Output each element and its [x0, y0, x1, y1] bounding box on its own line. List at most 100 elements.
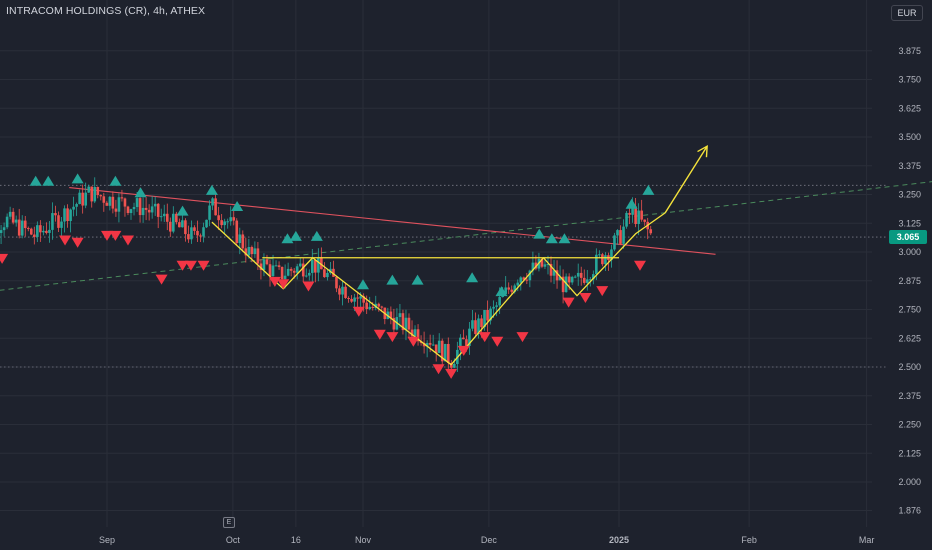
- candle-body: [507, 287, 511, 290]
- sell-signal-triangle: [633, 260, 646, 271]
- candle-body: [549, 263, 553, 276]
- candle-body: [144, 207, 148, 210]
- sell-signal-triangle: [59, 235, 72, 246]
- candle-body: [311, 260, 314, 273]
- candle-body: [555, 270, 559, 281]
- candle-body: [66, 208, 69, 222]
- candle-body: [459, 337, 462, 350]
- candle-body: [356, 297, 359, 299]
- candle-body: [259, 263, 263, 271]
- candle-body: [401, 313, 405, 331]
- candle-body: [510, 289, 514, 292]
- sell-signal-triangle: [176, 260, 189, 271]
- candle-body: [326, 272, 329, 278]
- candle-body: [45, 230, 48, 233]
- candle-body: [0, 230, 3, 233]
- sell-signal-triangle: [101, 230, 113, 241]
- candle-body: [440, 340, 444, 362]
- candle-body: [232, 217, 236, 221]
- candle-body: [377, 303, 381, 307]
- sell-signal-triangle: [596, 286, 609, 297]
- candle-body: [126, 206, 130, 213]
- candle-body: [398, 313, 402, 318]
- sell-signal-triangle: [197, 260, 210, 271]
- projection-arrow: [664, 145, 708, 214]
- candle-body: [60, 221, 63, 228]
- candle-body: [220, 220, 223, 226]
- candle-body: [123, 198, 127, 207]
- candle-body: [561, 276, 565, 293]
- candle-body: [492, 306, 495, 309]
- candle-body: [516, 282, 520, 286]
- candle-body: [304, 275, 308, 277]
- sell-signal-triangle: [478, 332, 491, 343]
- sell-signal-triangle: [71, 237, 84, 248]
- buy-signal-triangle: [545, 233, 558, 244]
- y-tick-label: 2.125: [898, 448, 921, 458]
- candle-body: [72, 206, 75, 210]
- candle-body: [628, 212, 631, 215]
- candle-body: [280, 266, 284, 280]
- sell-signal-triangle: [373, 329, 386, 340]
- candle-body: [616, 230, 619, 236]
- candle-body: [244, 248, 248, 256]
- candle-body: [546, 263, 550, 265]
- candle-body: [271, 265, 275, 277]
- candle-body: [573, 276, 577, 278]
- candle-body: [489, 308, 492, 321]
- x-tick-label: Sep: [99, 535, 115, 545]
- x-tick-label: 2025: [609, 535, 629, 545]
- buy-signal-triangle: [231, 201, 244, 211]
- candle-body: [78, 192, 81, 205]
- candle-body: [141, 207, 145, 216]
- candle-body: [610, 249, 613, 261]
- candle-body: [48, 229, 51, 233]
- earnings-marker[interactable]: E: [223, 517, 235, 528]
- candle-body: [114, 208, 118, 212]
- candle-body: [570, 276, 574, 283]
- candle-body: [428, 342, 432, 345]
- candle-body: [8, 211, 12, 217]
- candle-body: [585, 279, 589, 283]
- candle-body: [262, 259, 266, 271]
- candle-body: [87, 186, 91, 193]
- sell-signal-triangle: [155, 274, 168, 285]
- candle-body: [592, 274, 595, 280]
- buy-signal-triangle: [42, 175, 55, 186]
- candle-body: [443, 343, 447, 362]
- buy-signal-triangle: [134, 187, 147, 198]
- candle-body: [362, 296, 365, 303]
- candle-body: [26, 228, 30, 230]
- buy-signal-triangle: [386, 274, 399, 285]
- candle-body: [17, 219, 21, 236]
- y-tick-label: 2.250: [898, 420, 921, 430]
- candle-body: [643, 219, 646, 222]
- candle-body: [307, 272, 311, 276]
- buy-signal-triangle: [205, 184, 218, 195]
- dashed-trendline: [0, 181, 932, 291]
- sell-signal-triangle: [562, 297, 575, 308]
- candle-body: [531, 262, 535, 271]
- candle-body: [29, 228, 33, 235]
- candle-body: [344, 286, 347, 298]
- candle-body: [558, 276, 562, 281]
- candle-body: [522, 277, 526, 280]
- candle-body: [631, 206, 634, 215]
- candle-body: [335, 276, 338, 289]
- projection-arrow-head: [697, 144, 708, 158]
- candle-body: [495, 305, 498, 307]
- candle-body: [202, 227, 205, 237]
- y-tick-label: 2.750: [898, 305, 921, 315]
- buy-signal-triangle: [642, 184, 655, 195]
- candle-body: [57, 215, 60, 228]
- candle-body: [81, 192, 84, 206]
- y-tick-label: 3.875: [898, 46, 921, 56]
- candle-body: [552, 270, 556, 276]
- candle-body: [407, 317, 411, 330]
- candle-body: [434, 344, 438, 353]
- candle-body: [474, 320, 477, 334]
- candle-body: [138, 198, 142, 216]
- currency-selector[interactable]: EUR: [891, 5, 923, 21]
- sell-signal-triangle: [491, 336, 504, 347]
